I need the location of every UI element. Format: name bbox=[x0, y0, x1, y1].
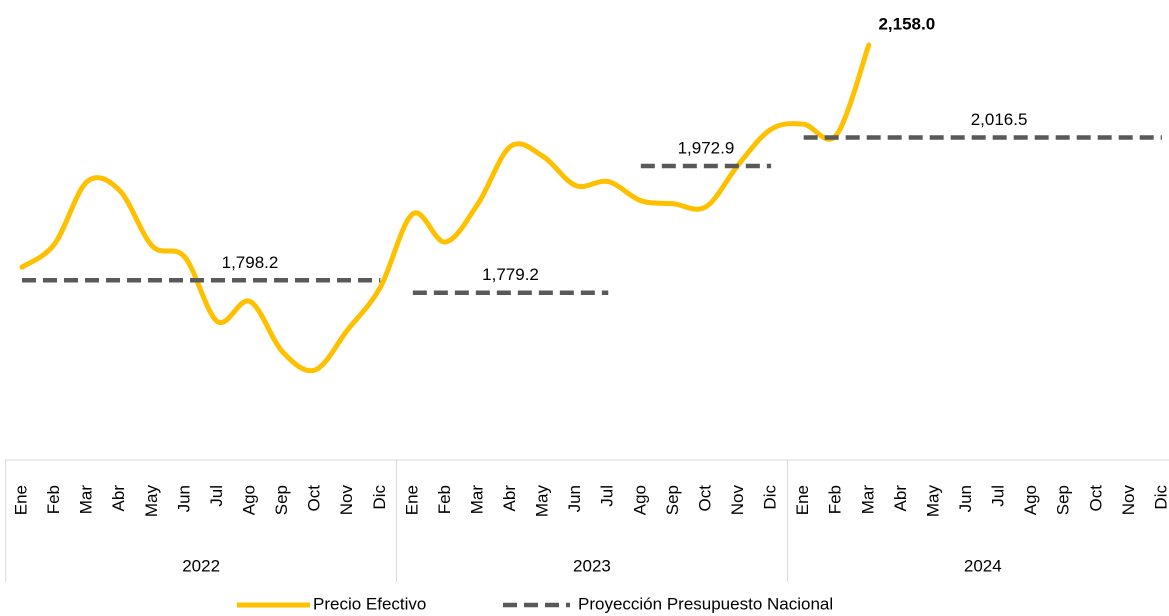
x-tick-label: Oct bbox=[1086, 485, 1105, 512]
x-tick-label: May bbox=[142, 485, 161, 518]
x-tick-label: Jul bbox=[598, 485, 617, 507]
x-tick-label: Jul bbox=[207, 485, 226, 507]
x-tick-label: Sep bbox=[272, 485, 291, 515]
x-tick-label: Ago bbox=[1021, 485, 1040, 515]
x-tick-label: Feb bbox=[826, 485, 845, 514]
data-label: 1,779.2 bbox=[482, 265, 539, 284]
x-tick-label: Feb bbox=[44, 485, 63, 514]
x-tick-label: Ene bbox=[11, 485, 30, 515]
x-tick-label: Nov bbox=[728, 485, 747, 516]
x-tick-label: Jun bbox=[565, 485, 584, 512]
x-tick-label: Jul bbox=[989, 485, 1008, 507]
data-label: 2,158.0 bbox=[878, 14, 935, 33]
x-tick-label: Abr bbox=[500, 485, 519, 512]
x-tick-label: Dic bbox=[1151, 485, 1169, 510]
x-tick-label: Oct bbox=[305, 485, 324, 512]
price-line bbox=[19, 42, 872, 374]
x-tick-label: Mar bbox=[77, 485, 96, 515]
group-label: 2023 bbox=[573, 556, 611, 575]
x-tick-label: Jun bbox=[174, 485, 193, 512]
x-tick-label: Oct bbox=[695, 485, 714, 512]
data-label: 1,972.9 bbox=[678, 139, 735, 158]
legend-label: Proyección Presupuesto Nacional bbox=[578, 594, 833, 613]
x-tick-label: Abr bbox=[109, 485, 128, 512]
data-label: 2,016.5 bbox=[971, 110, 1028, 129]
x-tick-label: Sep bbox=[1054, 485, 1073, 515]
x-tick-label: Abr bbox=[891, 485, 910, 512]
x-tick-label: Jun bbox=[956, 485, 975, 512]
x-tick-label: Ene bbox=[402, 485, 421, 515]
x-tick-label: May bbox=[533, 485, 552, 518]
legend-label: Precio Efectivo bbox=[313, 594, 426, 613]
group-label: 2022 bbox=[182, 556, 220, 575]
x-tick-label: Feb bbox=[435, 485, 454, 514]
x-tick-label: May bbox=[923, 485, 942, 518]
x-tick-label: Ene bbox=[793, 485, 812, 515]
x-tick-label: Dic bbox=[761, 485, 780, 510]
group-label: 2024 bbox=[964, 556, 1002, 575]
x-tick-label: Ago bbox=[239, 485, 258, 515]
x-tick-label: Dic bbox=[370, 485, 389, 510]
x-tick-label: Nov bbox=[1119, 485, 1138, 516]
x-tick-label: Mar bbox=[467, 485, 486, 515]
x-tick-label: Mar bbox=[858, 485, 877, 515]
x-tick-label: Sep bbox=[663, 485, 682, 515]
data-label: 1,798.2 bbox=[222, 253, 279, 272]
x-tick-label: Ago bbox=[630, 485, 649, 515]
x-tick-label: Nov bbox=[337, 485, 356, 516]
